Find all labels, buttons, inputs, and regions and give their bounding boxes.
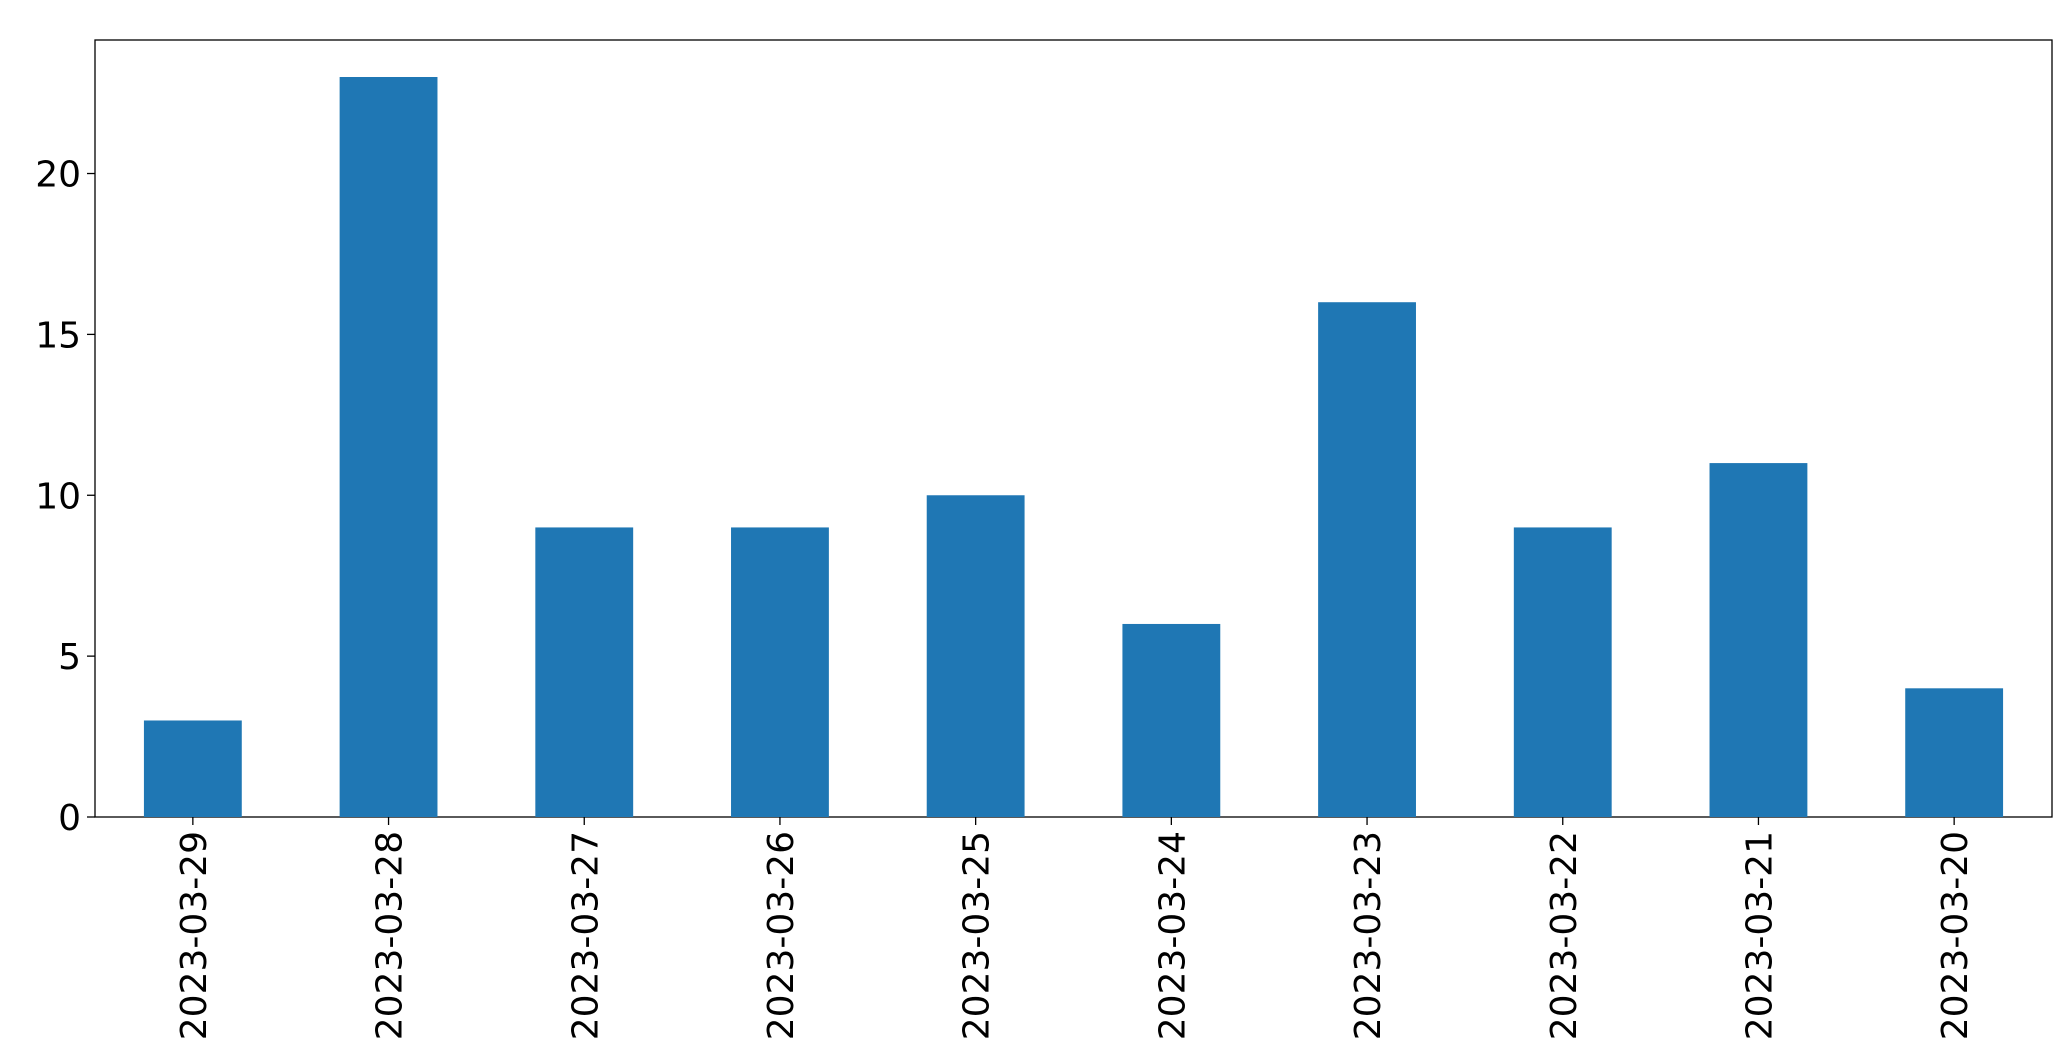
bar xyxy=(731,527,829,817)
x-tick-label: 2023-03-29 xyxy=(174,831,215,1040)
x-tick-label: 2023-03-26 xyxy=(761,831,802,1040)
bar xyxy=(926,495,1025,817)
bar xyxy=(1318,302,1416,817)
x-tick-label: 2023-03-25 xyxy=(957,831,998,1040)
bar xyxy=(1122,623,1221,817)
y-tick-label: 10 xyxy=(35,476,81,517)
y-tick-label: 0 xyxy=(58,798,81,839)
bar xyxy=(1709,463,1808,817)
bar xyxy=(1905,688,2004,817)
x-tick-label: 2023-03-22 xyxy=(1544,831,1585,1040)
y-tick-label: 20 xyxy=(35,155,81,196)
y-tick-label: 5 xyxy=(58,637,81,678)
bar xyxy=(1513,527,1612,817)
x-tick-label: 2023-03-24 xyxy=(1152,831,1193,1040)
y-tick-label: 15 xyxy=(35,315,81,356)
bar xyxy=(339,77,438,817)
x-tick-label: 2023-03-20 xyxy=(1935,831,1976,1040)
plot-frame xyxy=(94,39,2053,818)
x-tick-label: 2023-03-27 xyxy=(565,831,606,1040)
bar xyxy=(535,527,634,817)
x-tick-label: 2023-03-28 xyxy=(370,831,411,1040)
x-tick-label: 2023-03-23 xyxy=(1348,831,1389,1040)
x-tick-label: 2023-03-21 xyxy=(1739,831,1780,1040)
bar xyxy=(143,720,242,817)
